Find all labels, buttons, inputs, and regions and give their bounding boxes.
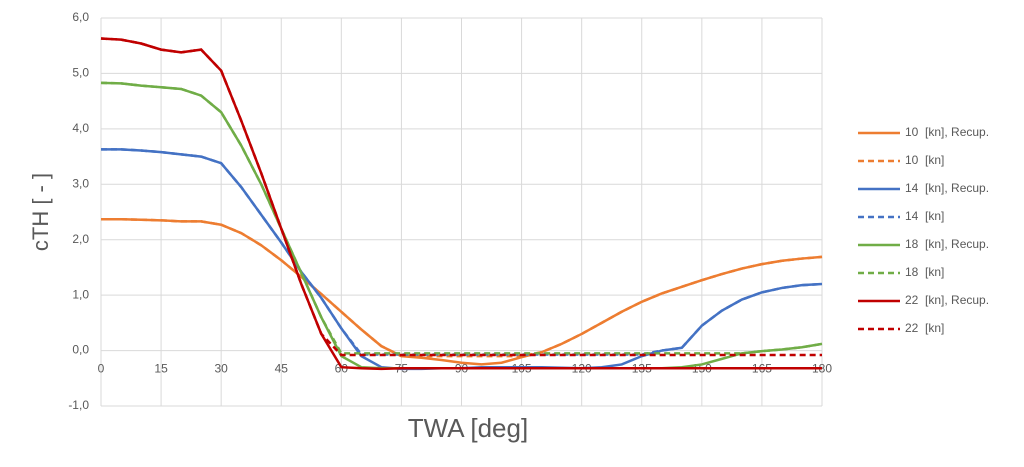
y-tick-label: 5,0: [72, 66, 89, 80]
legend-label: 22 [kn], Recup.: [905, 293, 989, 307]
y-tick-label: 3,0: [72, 176, 89, 190]
x-tick-label: 30: [214, 362, 228, 376]
x-axis-label: TWA [deg]: [408, 413, 528, 443]
y-tick-label: 2,0: [72, 232, 89, 246]
y-tick-label: 0,0: [72, 343, 89, 357]
y-tick-label: -1,0: [68, 398, 89, 412]
x-tick-label: 60: [335, 362, 349, 376]
y-axis-label: cTH [ - ]: [28, 173, 53, 251]
x-tick-label: 0: [98, 362, 105, 376]
legend-label: 10 [kn], Recup.: [905, 125, 989, 139]
legend-label: 18 [kn], Recup.: [905, 237, 989, 251]
legend-label: 14 [kn]: [905, 209, 944, 223]
legend-label: 10 [kn]: [905, 153, 944, 167]
legend-label: 14 [kn], Recup.: [905, 181, 989, 195]
data-line: [100, 37, 822, 357]
legend-label: 22 [kn]: [905, 321, 944, 335]
x-tick-label: 15: [154, 362, 168, 376]
legend-label: 18 [kn]: [905, 265, 944, 279]
x-tick-label: 45: [275, 362, 289, 376]
data-line: [101, 148, 823, 356]
x-tick-label: 180: [812, 362, 832, 376]
y-tick-label: 6,0: [72, 10, 89, 24]
y-tick-label: 1,0: [72, 287, 89, 301]
y-tick-label: 4,0: [72, 121, 89, 135]
